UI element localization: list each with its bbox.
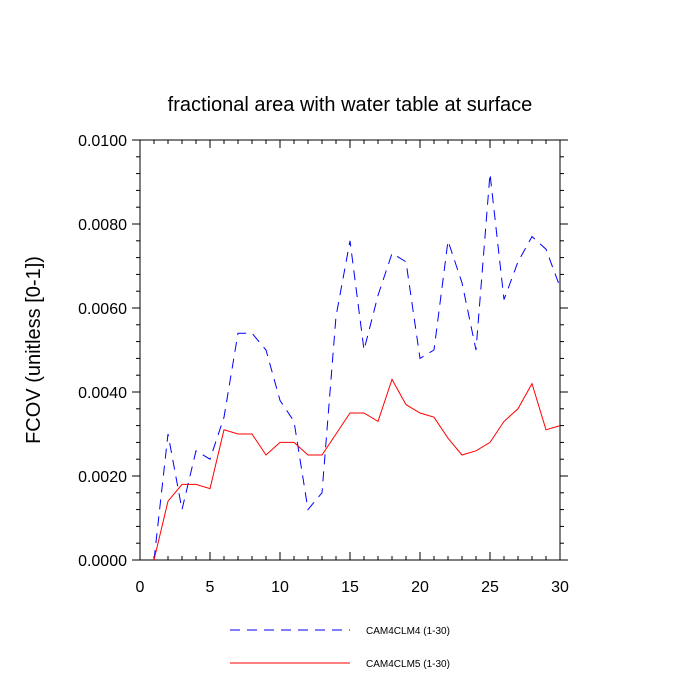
y-tick-label: 0.0060 (78, 301, 127, 318)
y-tick-label: 0.0020 (78, 469, 127, 486)
series-line-2 (153, 378, 561, 561)
x-tick-label: 15 (341, 579, 359, 596)
chart-title: fractional area with water table at surf… (168, 94, 533, 116)
y-tick-label: 0.0100 (78, 133, 127, 150)
x-tick-label: 5 (206, 579, 215, 596)
plot-frame (139, 139, 561, 561)
y-tick-label: 0.0080 (78, 217, 127, 234)
x-tick-label: 25 (481, 579, 499, 596)
y-tick-label: 0.0040 (78, 385, 127, 402)
y-tick-label: 0.0000 (78, 553, 127, 570)
legend-label-2: CAM4CLM5 (1-30) (366, 659, 450, 670)
y-axis-label: FCOV (unitless [0-1]) (23, 256, 45, 444)
series-line-1 (153, 173, 561, 561)
x-tick-label: 10 (271, 579, 289, 596)
x-tick-label: 20 (411, 579, 429, 596)
x-tick-label: 30 (551, 579, 569, 596)
x-tick-label: 0 (136, 579, 145, 596)
legend-label-1: CAM4CLM4 (1-30) (366, 626, 450, 637)
